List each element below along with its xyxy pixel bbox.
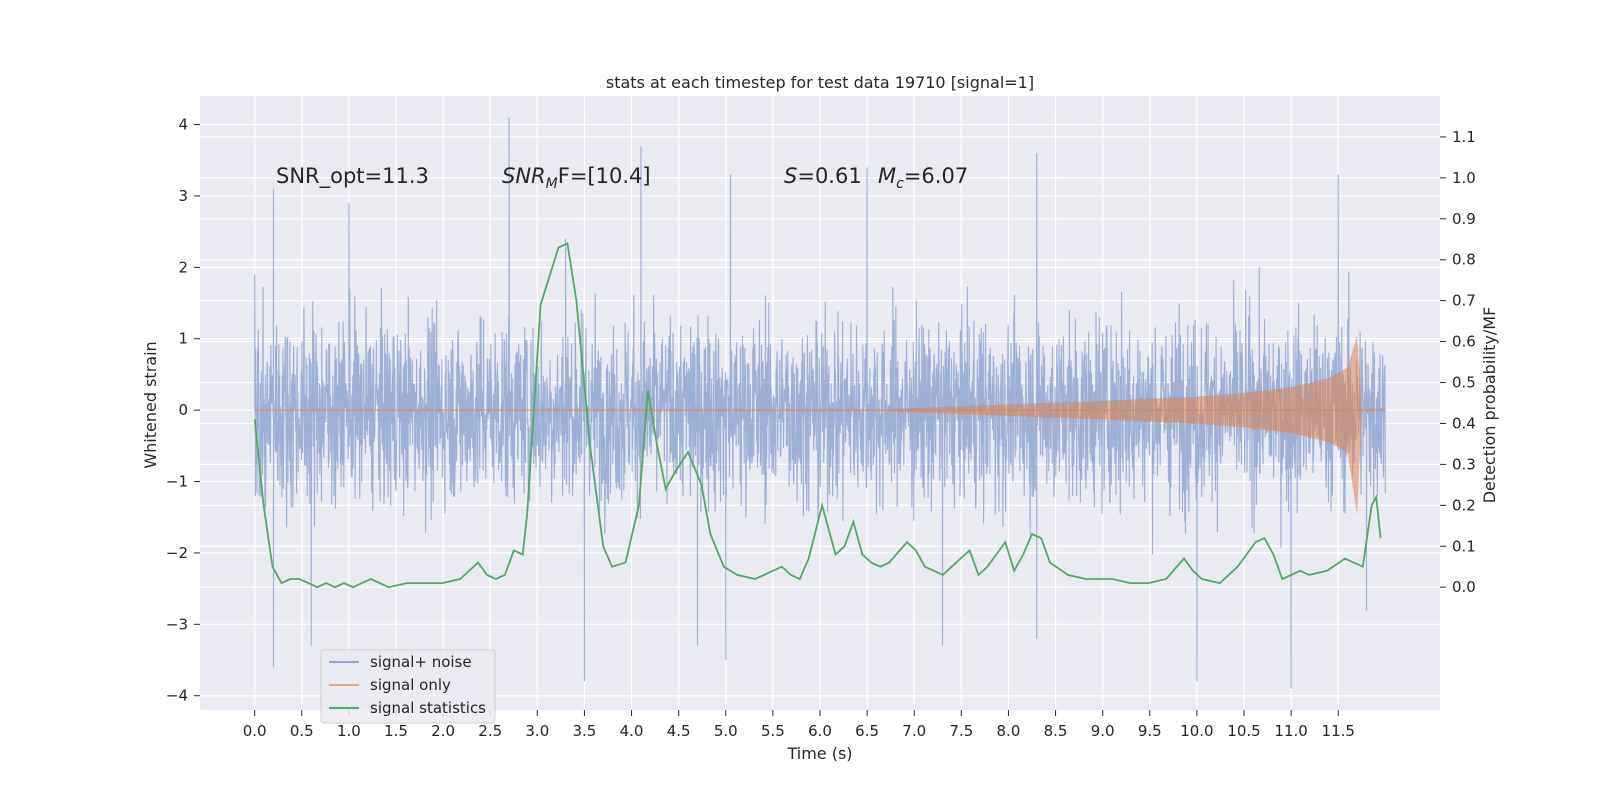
x-tick-label-11: 5.5: [761, 722, 785, 740]
chart-title: stats at each timestep for test data 197…: [606, 73, 1034, 92]
x-tick-label-1: 0.5: [290, 722, 314, 740]
y-tick-label-7: −3: [166, 615, 188, 633]
y-tick-label-2: 2: [178, 258, 188, 276]
y-ticks: 4 3 2 1 0 −1 −2 −3 −4: [166, 116, 200, 705]
annotation-snr-mf-sub: M: [546, 176, 558, 192]
legend-label-signal-statistics: signal statistics: [370, 699, 486, 717]
y-tick-label-8: −4: [166, 687, 188, 705]
legend-box: [320, 649, 496, 724]
y-right-tick-label-2: 0.9: [1452, 210, 1476, 228]
annotation-mc-value: =6.07: [904, 164, 968, 188]
y-ticks-right: 1.1 1.0 0.9 0.8 0.7 0.6 0.5 0.4 0.3 0.2 0.1 0.0: [1440, 128, 1476, 596]
y-right-tick-label-0: 1.1: [1452, 128, 1476, 146]
x-tick-label-13: 6.5: [855, 722, 879, 740]
y-right-tick-label-3: 0.8: [1452, 251, 1476, 269]
x-tick-label-22: 11.0: [1274, 722, 1307, 740]
y-tick-label-3: 1: [178, 330, 188, 348]
y-right-tick-label-4: 0.7: [1452, 292, 1476, 310]
y-right-tick-label-9: 0.2: [1452, 496, 1476, 514]
y-right-tick-label-5: 0.6: [1452, 333, 1476, 351]
y-tick-label-5: −1: [166, 473, 188, 491]
series-signal-statistics: [253, 242, 1382, 589]
annotation-s-symbol: S: [784, 164, 797, 188]
x-tick-label-20: 10.0: [1180, 722, 1213, 740]
x-tick-label-8: 4.0: [620, 722, 644, 740]
y-right-tick-label-7: 0.4: [1452, 414, 1476, 432]
legend-label-signal-only: signal only: [370, 676, 451, 694]
x-tick-label-17: 8.5: [1044, 722, 1068, 740]
x-tick-label-3: 1.5: [384, 722, 408, 740]
x-tick-label-21: 10.5: [1227, 722, 1260, 740]
x-tick-label-14: 7.0: [902, 722, 926, 740]
annotation-snr-opt: SNR_opt=11.3: [276, 164, 429, 189]
x-tick-label-16: 8.0: [997, 722, 1021, 740]
x-tick-label-5: 2.5: [478, 722, 502, 740]
x-axis-label: Time (s): [786, 744, 852, 763]
legend-label-signal-noise: signal+ noise: [370, 653, 472, 671]
y-tick-label-4: 0: [178, 401, 188, 419]
x-tick-label-0: 0.0: [243, 722, 267, 740]
x-tick-label-4: 2.0: [431, 722, 455, 740]
y-tick-label-0: 4: [178, 116, 188, 134]
annotation-mc-sub: c: [896, 176, 904, 192]
y-right-tick-label-1: 1.0: [1452, 169, 1476, 187]
x-tick-label-6: 3.0: [525, 722, 549, 740]
annotation-mc-symbol: M: [878, 164, 896, 188]
y-axis-label-right: Detection probability/MF: [1480, 307, 1499, 504]
y-axis-label: Whitened strain: [141, 341, 160, 468]
y-right-tick-label-11: 0.0: [1452, 578, 1476, 596]
y-tick-label-1: 3: [178, 187, 188, 205]
annotation-s: S=0.61: [784, 164, 862, 188]
y-right-tick-label-8: 0.3: [1452, 455, 1476, 473]
x-tick-label-7: 3.5: [573, 722, 597, 740]
y-right-tick-label-6: 0.5: [1452, 374, 1476, 392]
annotation-snr-mf-value: F=[10.4]: [558, 164, 651, 188]
annotation-mc: Mc=6.07: [878, 164, 968, 192]
x-tick-label-2: 1.0: [337, 722, 361, 740]
x-tick-label-10: 5.0: [714, 722, 738, 740]
legend: signal+ noise signal only signal statist…: [320, 649, 496, 724]
x-tick-label-23: 11.5: [1322, 722, 1355, 740]
y-right-tick-label-10: 0.1: [1452, 537, 1476, 555]
x-tick-label-9: 4.5: [667, 722, 691, 740]
x-tick-label-12: 6.0: [808, 722, 832, 740]
annotation-snr-mf: SNRMF=[10.4]: [502, 164, 651, 192]
y-tick-label-6: −2: [166, 544, 188, 562]
x-tick-label-15: 7.5: [949, 722, 973, 740]
x-ticks: 0.0 0.5 1.0 1.5 2.0 2.5 3.0 3.5 4.0 4.5 5.0 5.5 6.0 6…: [243, 710, 1355, 740]
series-signal-noise: [254, 117, 1386, 689]
annotation-snr-mf-symbol: SNR: [502, 164, 546, 188]
x-tick-label-18: 9.0: [1091, 722, 1115, 740]
annotation-s-value: =0.61: [797, 164, 861, 188]
x-tick-label-19: 9.5: [1138, 722, 1162, 740]
